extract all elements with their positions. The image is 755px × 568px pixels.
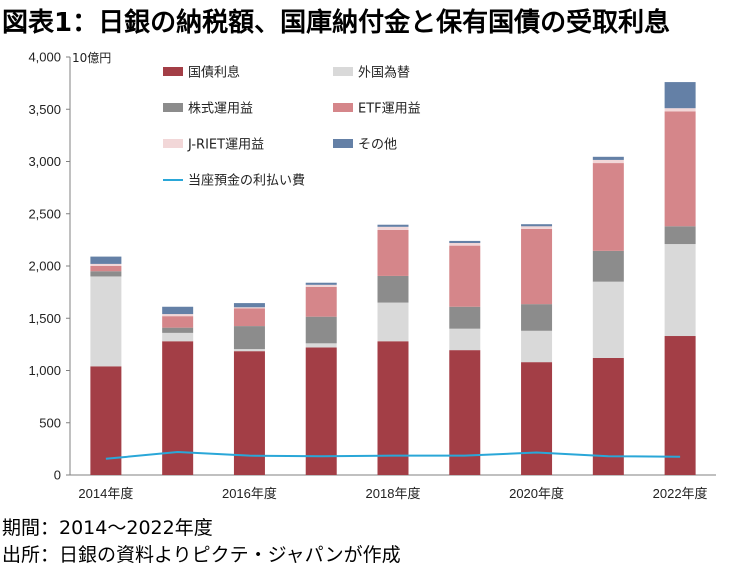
legend-swatch [333,67,353,76]
legend-label: 当座預金の利払い費 [188,173,305,189]
bar-segment [449,245,481,307]
legend-label: 株式運用益 [188,102,253,117]
bar-segment [664,336,696,475]
legend-swatch [163,103,183,112]
x-tick-label: 2016年度 [222,486,277,501]
bar-segment [377,229,409,276]
legend-label: ETF運用益 [358,102,421,117]
bar-segment [449,240,481,244]
bar-segment [233,303,265,308]
bar-segment [664,108,696,112]
legend-label: J-RIET運用益 [187,138,264,153]
legend-swatch [333,103,353,112]
y-tick-label: 2,500 [28,206,61,221]
chart-canvas: 0 500 1,000 1,500 2,000 2,500 3,000 3,500 4,000 1… [28,50,716,501]
bar-segment [664,244,696,337]
bar-segment [377,341,409,475]
bar-segment [592,357,624,475]
bar-segment [162,341,194,475]
bar-segment [90,266,122,272]
bar-segment [305,282,337,285]
x-tick-label: 2022年度 [653,486,708,501]
bar-segment [377,275,409,303]
bar-segment [377,302,409,342]
bar-segment [521,330,553,363]
line-series-interest-paid [105,451,681,460]
y-tick-label: 1,500 [28,311,61,326]
bar-segment [592,156,624,160]
bar-segment [449,328,481,351]
legend-swatch [333,139,353,148]
bar-segment [305,286,337,317]
bar-segment [305,347,337,475]
bar-segment [233,349,265,352]
y-unit-label: 10億円 [72,51,111,65]
bar-segment [162,306,194,315]
bar-segment [592,250,624,282]
bar-segment [162,332,194,342]
bar-segment [592,281,624,358]
x-tick-label: 2018年度 [366,486,421,501]
bar-segment [521,362,553,475]
chart-title: 図表1：日銀の納税額、国庫納付金と保有国債の受取利息 [2,8,671,38]
bar-segment [90,276,122,367]
bar-segment [162,327,194,333]
bar-segment [449,306,481,329]
x-tick-label: 2014年度 [78,486,133,501]
y-tick-label: 3,500 [28,102,61,117]
bar-segment [90,271,122,277]
bar-segment [377,226,409,230]
legend-swatch [163,139,183,148]
y-tick-label: 3,000 [28,154,61,169]
y-tick-label: 4,000 [28,50,61,65]
bar-segment [90,263,122,266]
y-tick-label: 0 [54,468,61,483]
source-note: 出所：日銀の資料よりピクテ・ジャパンが作成 [2,544,401,566]
bar-segment [162,314,194,317]
bar-segment [305,316,337,344]
bar-segment [449,350,481,475]
bar-segment [162,316,194,328]
bar-segment [592,159,624,164]
bar-segment [233,326,265,350]
bar-segment [592,163,624,251]
bar-segment [90,256,122,264]
plot-area: 0 500 1,000 1,500 2,000 2,500 3,000 3,500 4,000 1… [28,50,716,501]
bar-segment [521,224,553,227]
y-tick-label: 500 [39,415,61,430]
bar-segment [664,226,696,245]
y-tick-label: 1,000 [28,363,61,378]
bar-segment [664,82,696,109]
y-tick-label: 2,000 [28,259,61,274]
legend-label: 外国為替 [358,65,410,81]
bar-segment [305,343,337,348]
legend-swatch [163,67,183,76]
bar-segment [664,111,696,227]
x-tick-label: 2020年度 [509,486,564,501]
bar-segment [521,304,553,331]
bar-segment [233,308,265,327]
legend-label: その他 [358,138,397,153]
bar-segment [305,284,337,287]
bar-segment [521,228,553,305]
legend-label: 国債利息 [188,65,240,81]
bar-segment [449,243,481,246]
bar-segment [377,224,409,227]
period-note: 期間：2014～2022年度 [2,517,213,539]
bar-segment [521,226,553,229]
bar-segment [233,307,265,309]
